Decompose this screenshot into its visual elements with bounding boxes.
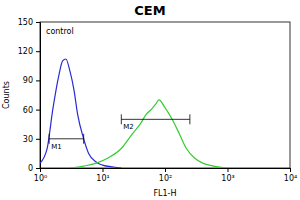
data-layer [40, 59, 228, 168]
gate-end [189, 114, 190, 124]
legend-label: control [46, 27, 74, 36]
y-tick-mark [36, 22, 40, 23]
y-axis: 0 30 60 90 120 150 [18, 18, 41, 173]
y-tick: 30 [23, 135, 40, 144]
y-tick-mark [36, 80, 40, 81]
y-tick: 120 [18, 47, 40, 56]
x-tick-label: 10⁰ [34, 174, 47, 183]
plot-frame [40, 22, 290, 168]
y-tick-label: 120 [18, 47, 33, 56]
gate-line [121, 119, 190, 120]
title: CEM [134, 3, 165, 18]
y-tick-label: 0 [28, 164, 33, 173]
y-tick-mark [36, 139, 40, 140]
gate-end [49, 134, 50, 144]
chart: 10⁰ 10¹ 10² 10³ 10⁴ 0 30 60 90 120 150 M1 M2 control C… [0, 0, 300, 200]
gate-end [83, 134, 84, 144]
x-tick-mark [103, 168, 104, 172]
x-tick: 10³ [221, 168, 234, 183]
x-tick: 10¹ [96, 168, 109, 183]
gate-label: M2 [123, 123, 134, 131]
y-tick-mark [36, 168, 40, 169]
x-tick-label: 10¹ [96, 174, 109, 183]
y-tick-mark [36, 51, 40, 52]
y-tick-label: 90 [23, 76, 33, 85]
plot: 10⁰ 10¹ 10² 10³ 10⁴ 0 30 60 90 120 150 M1 M2 control [18, 18, 297, 183]
y-axis-line [36, 23, 41, 169]
x-tick-label: 10³ [221, 174, 234, 183]
x-axis-line [41, 169, 291, 173]
y-tick: 150 [18, 18, 40, 27]
y-tick: 60 [23, 106, 40, 115]
x-tick: 10² [159, 168, 172, 183]
x-axis-title: FL1-H [153, 189, 176, 198]
y-tick-label: 60 [23, 106, 33, 115]
y-tick: 0 [28, 164, 40, 173]
x-tick: 10⁰ [34, 168, 47, 183]
gate-line [49, 138, 84, 139]
y-tick-label: 150 [18, 18, 33, 27]
x-tick-mark [290, 168, 291, 172]
y-tick-label: 30 [23, 135, 33, 144]
x-tick: 10⁴ [284, 168, 297, 183]
x-tick-mark [165, 168, 166, 172]
y-axis-title: Counts [2, 81, 11, 109]
x-tick-label: 10² [159, 174, 172, 183]
histogram-line [70, 100, 228, 168]
gate-end [121, 114, 122, 124]
x-axis: 10⁰ 10¹ 10² 10³ 10⁴ [34, 168, 297, 183]
histogram-line [40, 59, 121, 168]
x-tick-mark [228, 168, 229, 172]
y-tick: 90 [23, 76, 40, 85]
y-tick-mark [36, 110, 40, 111]
gate-label: M1 [51, 143, 62, 151]
x-tick-label: 10⁴ [284, 174, 297, 183]
